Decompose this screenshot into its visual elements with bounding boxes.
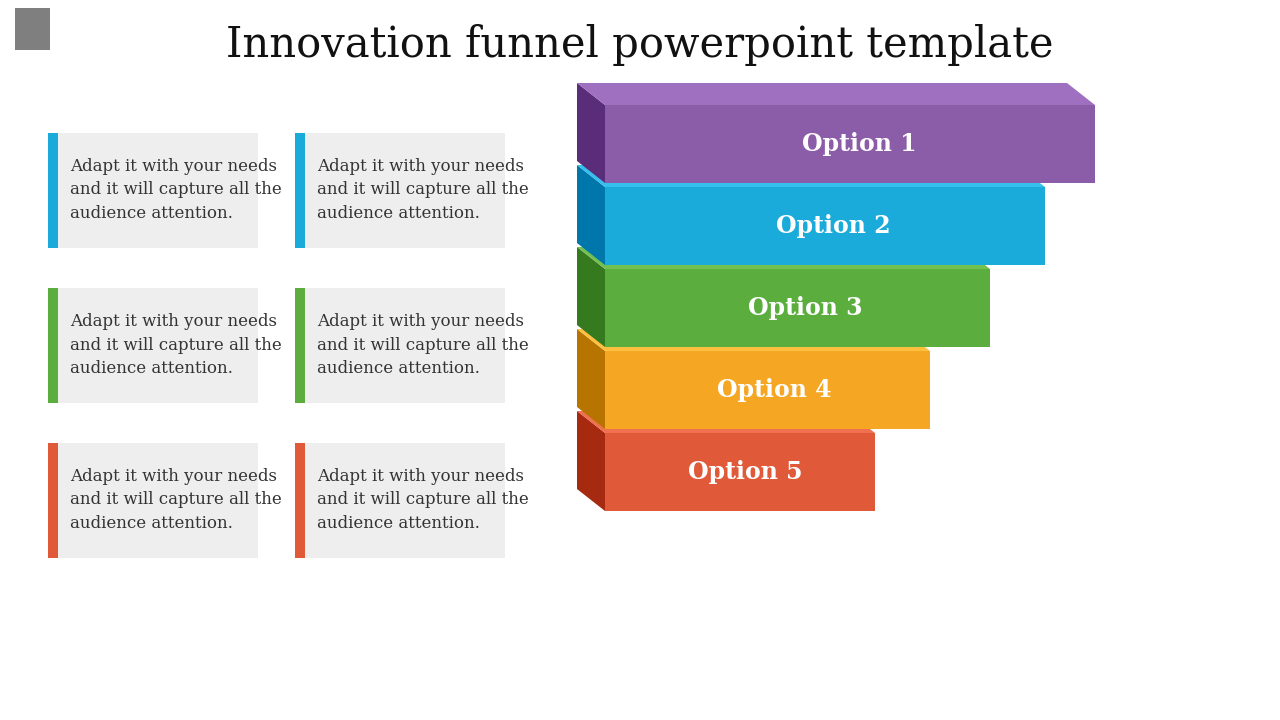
- Text: Option 5: Option 5: [689, 460, 803, 484]
- Text: Innovation funnel powerpoint template: Innovation funnel powerpoint template: [227, 24, 1053, 66]
- Polygon shape: [605, 105, 1094, 183]
- Bar: [294, 287, 305, 402]
- Polygon shape: [605, 187, 1044, 265]
- Text: Adapt it with your needs
and it will capture all the
audience attention.: Adapt it with your needs and it will cap…: [70, 313, 282, 377]
- Text: Option 1: Option 1: [803, 132, 916, 156]
- Text: Adapt it with your needs
and it will capture all the
audience attention.: Adapt it with your needs and it will cap…: [70, 158, 282, 222]
- Polygon shape: [577, 247, 605, 347]
- Polygon shape: [577, 83, 1094, 105]
- Bar: [294, 132, 305, 248]
- Bar: [49, 132, 58, 248]
- Bar: [49, 132, 259, 248]
- Bar: [49, 443, 259, 557]
- Bar: [294, 287, 506, 402]
- Polygon shape: [577, 165, 1044, 187]
- Polygon shape: [577, 83, 605, 183]
- Polygon shape: [577, 329, 931, 351]
- Bar: [49, 287, 259, 402]
- Bar: [294, 443, 506, 557]
- Polygon shape: [577, 247, 989, 269]
- Text: Option 2: Option 2: [777, 214, 891, 238]
- Text: Adapt it with your needs
and it will capture all the
audience attention.: Adapt it with your needs and it will cap…: [317, 158, 529, 222]
- Text: Adapt it with your needs
and it will capture all the
audience attention.: Adapt it with your needs and it will cap…: [317, 468, 529, 532]
- Polygon shape: [605, 433, 876, 511]
- Bar: [294, 443, 305, 557]
- Polygon shape: [577, 411, 605, 511]
- Text: Option 3: Option 3: [748, 296, 863, 320]
- Bar: [49, 443, 58, 557]
- Polygon shape: [605, 269, 989, 347]
- Polygon shape: [577, 411, 876, 433]
- Polygon shape: [577, 165, 605, 265]
- Polygon shape: [605, 351, 931, 429]
- Text: Adapt it with your needs
and it will capture all the
audience attention.: Adapt it with your needs and it will cap…: [317, 313, 529, 377]
- Bar: [49, 287, 58, 402]
- Polygon shape: [577, 329, 605, 429]
- Text: Option 4: Option 4: [717, 378, 831, 402]
- Bar: [15, 8, 50, 50]
- Text: Adapt it with your needs
and it will capture all the
audience attention.: Adapt it with your needs and it will cap…: [70, 468, 282, 532]
- Bar: [294, 132, 506, 248]
